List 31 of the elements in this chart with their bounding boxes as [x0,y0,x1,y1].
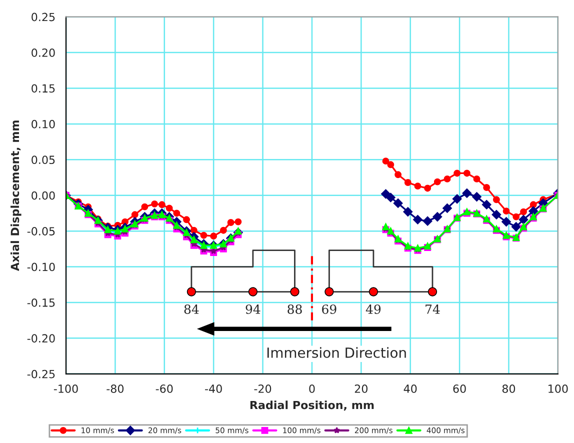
annotation: 69 [322,304,336,314]
x-tick-label: -80 [106,384,124,393]
x-tick-label: -40 [205,384,222,393]
y-tick-label: 0.10 [32,120,55,128]
y-tick-label: 0.15 [32,84,55,93]
x-tick-label: 60 [453,384,466,393]
y-tick-label: 0.25 [32,12,55,22]
y-tick-label: -0.15 [27,298,55,307]
x-tick-label: 80 [502,384,516,393]
annotation: 84 [184,304,199,314]
x-tick-label: 20 [354,384,368,393]
y-tick-label: 0.20 [32,48,55,57]
annotation: 88 [288,304,302,314]
x-tick-label: -100 [54,384,78,393]
y-tick-label: 0.05 [32,156,55,164]
y-axis-title: Axial Displacement, mm [10,120,22,271]
x-tick-label: 40 [404,384,417,393]
x-tick-label: 100 [548,384,568,393]
y-tick-label: -0.10 [27,262,55,272]
annotation: 74 [426,304,440,314]
annotation: 49 [366,304,381,314]
y-tick-label: -0.20 [27,334,55,343]
y-tick-label: 0.00 [32,191,55,200]
annotation: 94 [246,304,260,314]
x-tick-label: -60 [156,384,173,393]
x-tick-label: 0 [309,384,315,393]
annotation: Immersion Direction [267,347,406,358]
y-tick-label: -0.05 [27,227,55,236]
x-tick-label: -20 [254,384,272,393]
y-tick-label: -0.25 [27,370,55,378]
x-axis-title: Radial Position, mm [250,400,374,411]
